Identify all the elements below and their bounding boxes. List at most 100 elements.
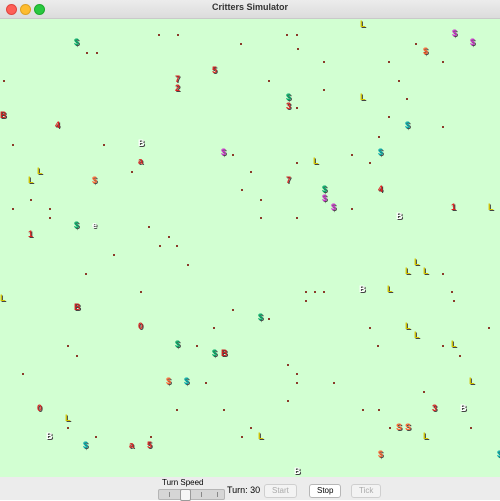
food-pellet <box>323 89 325 91</box>
critter: S <box>405 422 412 432</box>
food-pellet <box>451 291 453 293</box>
critter: $ <box>83 440 89 450</box>
control-bar: Turn Speed Turn: 30 Start Stop Tick <box>0 477 500 501</box>
window-title: Critters Simulator <box>211 2 289 12</box>
critter: L <box>405 266 411 276</box>
turn-speed-label: Turn Speed <box>162 478 204 487</box>
food-pellet <box>260 217 262 219</box>
critter: L <box>0 293 6 303</box>
critter: S <box>396 422 403 432</box>
critter: $ <box>212 348 218 358</box>
food-pellet <box>3 80 5 82</box>
critter: $ <box>378 147 384 157</box>
critter: 7 <box>286 175 292 185</box>
food-pellet <box>260 199 262 201</box>
critter: L <box>387 284 393 294</box>
food-pellet <box>22 373 24 375</box>
critter: $ <box>258 312 264 322</box>
food-pellet <box>232 154 234 156</box>
critter: $ <box>497 449 500 459</box>
food-pellet <box>187 264 189 266</box>
food-pellet <box>287 364 289 366</box>
food-pellet <box>488 327 490 329</box>
critter: e <box>92 220 98 230</box>
food-pellet <box>177 34 179 36</box>
food-pellet <box>240 43 242 45</box>
food-pellet <box>213 327 215 329</box>
food-pellet <box>158 34 160 36</box>
critter: L <box>423 266 429 276</box>
critter: L <box>414 330 420 340</box>
food-pellet <box>86 52 88 54</box>
food-pellet <box>406 98 408 100</box>
food-pellet <box>96 52 98 54</box>
critter: B <box>359 284 366 294</box>
critter: $ <box>322 193 328 203</box>
food-pellet <box>351 154 353 156</box>
critter: L <box>37 166 43 176</box>
food-pellet <box>442 61 444 63</box>
food-pellet <box>305 291 307 293</box>
critter: B <box>221 348 228 358</box>
food-pellet <box>250 427 252 429</box>
critter: 3 <box>432 403 438 413</box>
food-pellet <box>30 199 32 201</box>
food-pellet <box>424 52 426 54</box>
food-pellet <box>268 318 270 320</box>
critter: 4 <box>378 184 384 194</box>
food-pellet <box>250 171 252 173</box>
food-pellet <box>398 80 400 82</box>
food-pellet <box>67 427 69 429</box>
critter: $ <box>92 175 98 185</box>
start-button[interactable]: Start <box>264 484 297 498</box>
food-pellet <box>323 61 325 63</box>
food-pellet <box>49 217 51 219</box>
turn-speed-slider-knob[interactable] <box>180 489 191 501</box>
stop-button[interactable]: Stop <box>309 484 342 498</box>
food-pellet <box>268 80 270 82</box>
critter: $ <box>378 449 384 459</box>
critter: 0 <box>37 403 43 413</box>
critter: L <box>360 92 366 102</box>
food-pellet <box>85 273 87 275</box>
food-pellet <box>377 345 379 347</box>
critter: $ <box>221 147 227 157</box>
close-window-button[interactable] <box>6 4 17 15</box>
food-pellet <box>103 144 105 146</box>
food-pellet <box>168 236 170 238</box>
food-pellet <box>176 409 178 411</box>
critter: $ <box>470 37 476 47</box>
tick-button[interactable]: Tick <box>351 484 382 498</box>
food-pellet <box>323 291 325 293</box>
critter: L <box>488 202 494 212</box>
food-pellet <box>150 436 152 438</box>
critter: 0 <box>138 321 144 331</box>
critter: $ <box>423 46 429 56</box>
zoom-window-button[interactable] <box>34 4 45 15</box>
food-pellet <box>95 436 97 438</box>
food-pellet <box>305 300 307 302</box>
critter: L <box>28 175 34 185</box>
critter: 5 <box>147 440 153 450</box>
food-pellet <box>241 436 243 438</box>
title-bar: Critters Simulator <box>0 0 500 19</box>
food-pellet <box>76 355 78 357</box>
food-pellet <box>196 345 198 347</box>
slider-ticks <box>159 490 224 499</box>
food-pellet <box>442 273 444 275</box>
food-pellet <box>388 116 390 118</box>
slider-tick <box>201 492 202 497</box>
food-pellet <box>287 400 289 402</box>
critter: L <box>469 376 475 386</box>
food-pellet <box>67 345 69 347</box>
food-pellet <box>453 300 455 302</box>
food-pellet <box>286 34 288 36</box>
food-pellet <box>296 217 298 219</box>
food-pellet <box>297 48 299 50</box>
minimize-window-button[interactable] <box>20 4 31 15</box>
food-pellet <box>159 245 161 247</box>
critter: a <box>129 440 135 450</box>
turn-counter: Turn: 30 <box>227 485 261 495</box>
turn-speed-slider[interactable] <box>158 489 225 501</box>
